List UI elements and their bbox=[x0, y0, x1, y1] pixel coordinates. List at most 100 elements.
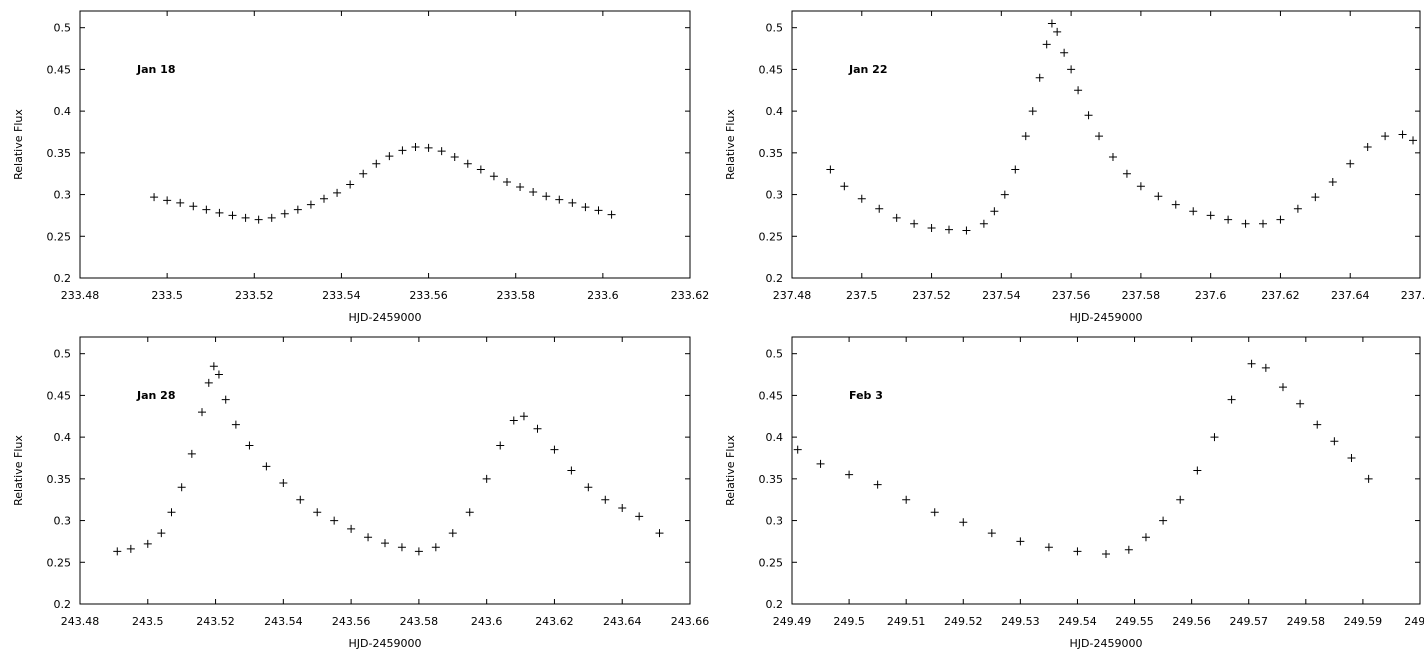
data-point bbox=[163, 196, 172, 205]
y-tick-label: 0.35 bbox=[759, 147, 784, 160]
x-tick-label: 249.5 bbox=[833, 615, 865, 628]
x-tick-label: 237.48 bbox=[773, 289, 812, 302]
data-point bbox=[1346, 159, 1355, 168]
data-point bbox=[1241, 219, 1250, 228]
x-tick-label: 233.5 bbox=[151, 289, 183, 302]
data-point bbox=[1293, 204, 1302, 213]
data-point bbox=[1398, 130, 1407, 139]
data-point bbox=[542, 192, 551, 201]
y-tick-label: 0.2 bbox=[766, 598, 784, 611]
data-point bbox=[1028, 107, 1037, 116]
x-tick-label: 249.56 bbox=[1172, 615, 1211, 628]
x-tick-label: 243.52 bbox=[196, 615, 235, 628]
x-axis-label: HJD-2459000 bbox=[1070, 311, 1143, 324]
data-point bbox=[204, 378, 213, 387]
data-point bbox=[910, 219, 919, 228]
y-tick-label: 0.2 bbox=[54, 272, 72, 285]
data-point bbox=[503, 178, 511, 187]
data-point bbox=[1060, 48, 1069, 57]
y-tick-label: 0.4 bbox=[54, 105, 72, 118]
x-axis-label: HJD-2459000 bbox=[349, 637, 422, 650]
data-point bbox=[1409, 136, 1418, 145]
data-point bbox=[1108, 153, 1117, 162]
data-point bbox=[945, 225, 953, 234]
panel-annotation: Jan 28 bbox=[136, 389, 175, 402]
data-points bbox=[150, 143, 616, 224]
y-tick-label: 0.45 bbox=[759, 63, 784, 76]
y-tick-label: 0.5 bbox=[54, 22, 72, 35]
panel-annotation: Jan 18 bbox=[136, 63, 175, 76]
x-tick-label: 249.6 bbox=[1404, 615, 1424, 628]
data-point bbox=[143, 539, 152, 548]
data-point bbox=[1011, 165, 1020, 174]
data-point bbox=[930, 508, 939, 517]
data-point bbox=[262, 462, 271, 471]
data-point bbox=[431, 543, 440, 552]
y-tick-label: 0.5 bbox=[54, 348, 72, 361]
data-point bbox=[359, 169, 368, 178]
y-tick-label: 0.45 bbox=[759, 389, 784, 402]
data-point bbox=[372, 159, 381, 168]
y-tick-label: 0.35 bbox=[47, 147, 72, 160]
x-tick-label: 237.5 bbox=[846, 289, 878, 302]
data-point bbox=[618, 504, 627, 513]
x-tick-label: 237.6 bbox=[1195, 289, 1227, 302]
data-point bbox=[1136, 182, 1145, 191]
y-tick-label: 0.5 bbox=[766, 22, 784, 35]
data-point bbox=[1363, 143, 1372, 152]
data-point bbox=[231, 420, 240, 429]
x-tick-label: 249.57 bbox=[1229, 615, 1268, 628]
data-point bbox=[364, 533, 373, 542]
data-point bbox=[1328, 178, 1337, 187]
data-point bbox=[555, 195, 564, 204]
data-point bbox=[245, 441, 254, 450]
data-point bbox=[1296, 399, 1305, 408]
panel-annotation: Jan 22 bbox=[848, 63, 887, 76]
y-tick-label: 0.45 bbox=[47, 63, 72, 76]
y-tick-label: 0.4 bbox=[54, 431, 72, 444]
data-point bbox=[568, 198, 577, 207]
data-point bbox=[1067, 65, 1076, 74]
data-point bbox=[414, 547, 423, 556]
data-point bbox=[254, 215, 263, 224]
data-point bbox=[1261, 363, 1270, 372]
y-tick-label: 0.3 bbox=[54, 189, 72, 202]
data-point bbox=[1364, 474, 1373, 483]
x-tick-label: 243.58 bbox=[400, 615, 439, 628]
data-point bbox=[214, 370, 223, 379]
data-point bbox=[482, 474, 491, 483]
data-point bbox=[979, 219, 988, 228]
x-tick-label: 249.52 bbox=[944, 615, 983, 628]
data-point bbox=[1189, 207, 1198, 216]
data-point bbox=[840, 182, 849, 191]
data-point bbox=[463, 159, 472, 168]
x-tick-label: 249.54 bbox=[1058, 615, 1097, 628]
data-point bbox=[927, 223, 936, 232]
data-point bbox=[202, 205, 211, 214]
data-point bbox=[816, 459, 825, 468]
panel-4: 0.2 0.25 0.3 0.35 0.4 0.45 0.5 249.49 249.5 249.5… bbox=[724, 336, 1424, 650]
data-point bbox=[333, 188, 342, 197]
data-point bbox=[533, 424, 542, 433]
x-tick-label: 237.56 bbox=[1052, 289, 1091, 302]
data-point bbox=[465, 508, 474, 517]
data-point bbox=[437, 147, 446, 156]
data-point bbox=[1122, 169, 1131, 178]
data-point bbox=[1176, 495, 1185, 504]
data-point bbox=[157, 529, 166, 538]
data-point bbox=[594, 206, 603, 215]
data-point bbox=[496, 441, 505, 450]
data-point bbox=[892, 213, 901, 222]
x-tick-label: 237.62 bbox=[1261, 289, 1300, 302]
y-tick-label: 0.25 bbox=[759, 230, 784, 243]
data-point bbox=[1035, 73, 1044, 82]
x-tick-label: 249.55 bbox=[1115, 615, 1154, 628]
data-point bbox=[1311, 193, 1320, 202]
panel-annotation: Feb 3 bbox=[849, 389, 883, 402]
data-point bbox=[1227, 395, 1236, 404]
x-tick-label: 233.58 bbox=[496, 289, 535, 302]
data-point bbox=[826, 165, 835, 174]
data-point bbox=[607, 210, 616, 219]
x-tick-label: 237.52 bbox=[912, 289, 951, 302]
data-point bbox=[228, 211, 237, 220]
